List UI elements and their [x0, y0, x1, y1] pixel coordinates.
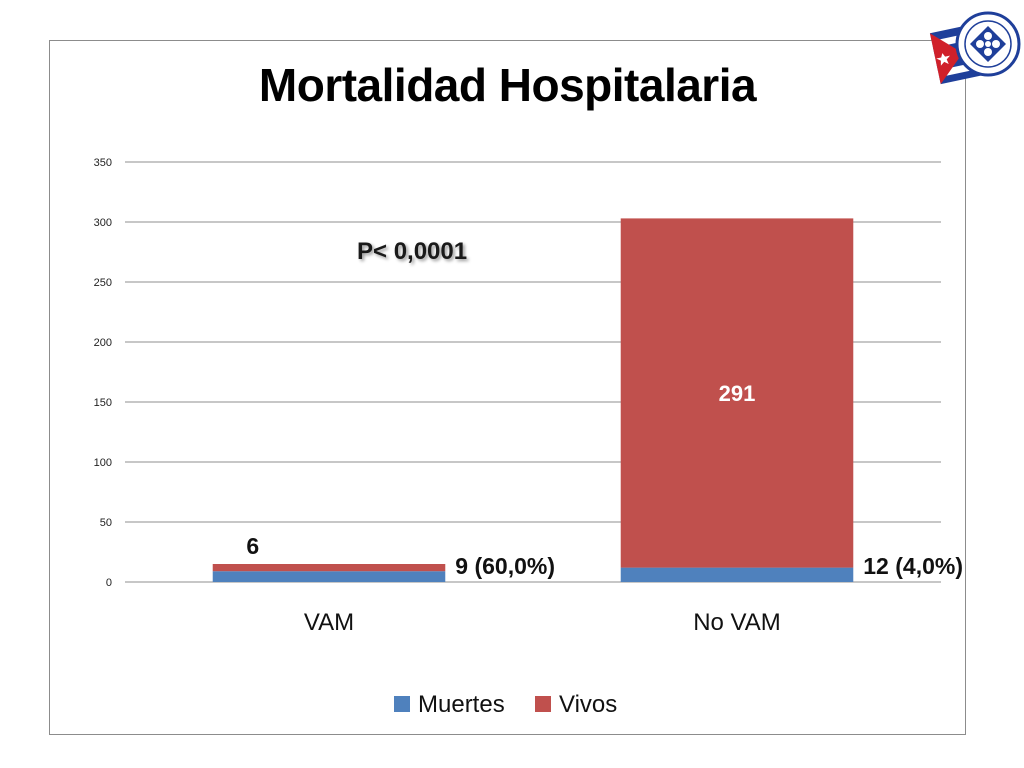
y-tick-label: 50 — [100, 517, 112, 529]
y-tick-label: 200 — [94, 337, 112, 349]
data-label: 9 (60,0%) — [455, 553, 555, 579]
chart-title: Mortalidad Hospitalaria — [258, 59, 757, 111]
y-tick-label: 100 — [94, 457, 112, 469]
data-labels: 6 9 (60,0%) 291 12 (4,0%) — [246, 381, 963, 579]
data-label: 6 — [246, 533, 259, 559]
x-tick-label: VAM — [304, 609, 354, 636]
bar-muertes-vam — [212, 571, 446, 582]
y-axis-ticks: 0 50 100 150 200 250 300 350 — [94, 157, 112, 589]
x-tick-label: No VAM — [693, 609, 781, 636]
y-tick-label: 300 — [94, 217, 112, 229]
bar-muertes-no-vam — [620, 567, 854, 582]
y-tick-label: 350 — [94, 157, 112, 169]
bar-vivos-vam — [212, 564, 446, 572]
legend-label: Vivos — [559, 691, 617, 718]
institute-emblem-icon — [929, 11, 1021, 85]
data-label: 291 — [719, 381, 756, 406]
legend-swatch — [394, 696, 410, 712]
y-tick-label: 0 — [106, 577, 112, 589]
y-tick-label: 150 — [94, 397, 112, 409]
legend: Muertes Vivos — [394, 691, 617, 718]
bar-vivos-no-vam — [620, 218, 854, 568]
x-axis-ticks: VAM No VAM — [304, 609, 781, 636]
y-tick-label: 250 — [94, 277, 112, 289]
p-value-annotation: P< 0,0001 — [357, 238, 468, 265]
bars — [212, 218, 854, 582]
legend-swatch — [535, 696, 551, 712]
data-label: 12 (4,0%) — [863, 553, 963, 579]
legend-label: Muertes — [418, 691, 505, 718]
